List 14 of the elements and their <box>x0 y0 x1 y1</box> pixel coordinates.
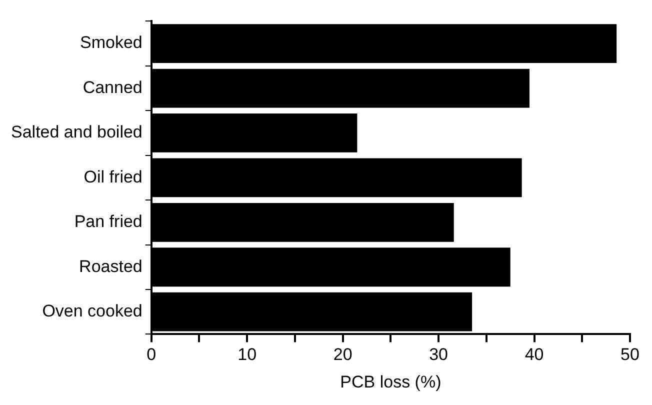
x-tick-label: 10 <box>238 345 257 364</box>
y-tick-label: Roasted <box>79 256 142 276</box>
y-tick-label: Oil fried <box>84 167 142 186</box>
y-tick-label: Smoked <box>80 33 142 52</box>
y-tick-label: Oven cooked <box>42 302 142 321</box>
x-tick-label: 50 <box>620 345 640 364</box>
y-tick-label: Salted and boiled <box>10 122 142 142</box>
x-tick-label: 40 <box>524 345 544 364</box>
y-tick-label: Canned <box>82 78 142 97</box>
x-axis-title: PCB loss (%) <box>340 372 442 392</box>
x-tick-label: 0 <box>146 345 156 364</box>
x-tick-label: 30 <box>429 345 448 364</box>
y-tick-label: Pan fried <box>74 212 142 232</box>
x-tick-label: 20 <box>333 345 352 364</box>
